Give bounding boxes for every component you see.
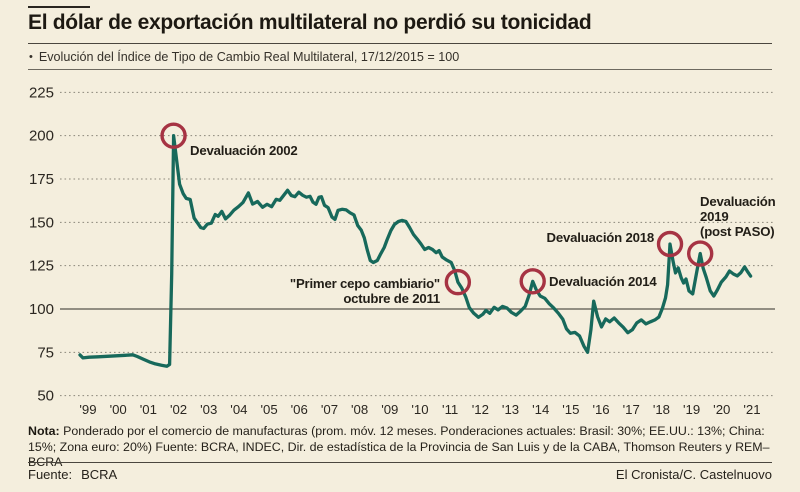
x-axis-tick-label: '15 <box>562 402 579 417</box>
y-axis-tick-label: 50 <box>37 388 54 405</box>
source: Fuente: BCRA <box>28 467 117 482</box>
footnote-label: Nota: <box>28 424 60 438</box>
page-title: El dólar de exportación multilateral no … <box>28 11 592 34</box>
top-accent-rule <box>28 6 90 8</box>
x-axis-tick-label: '07 <box>321 402 338 417</box>
event-marker-ring <box>160 122 187 149</box>
x-axis-tick-label: '09 <box>381 402 398 417</box>
source-label: Fuente: <box>28 467 73 482</box>
event-marker-ring <box>444 268 472 296</box>
x-axis-tick-label: '00 <box>110 402 127 417</box>
y-axis-tick-label: 75 <box>37 344 54 361</box>
title-divider <box>28 43 772 45</box>
itcrm-line <box>78 134 753 368</box>
x-axis-tick-label: '16 <box>592 402 609 417</box>
y-axis-tick-label: 100 <box>29 301 54 318</box>
x-axis-tick-label: '19 <box>683 402 700 417</box>
y-axis-tick-label: 175 <box>29 171 54 188</box>
event-marker-ring <box>519 268 546 295</box>
x-axis-tick-label: '04 <box>230 402 247 417</box>
x-axis-tick-label: '20 <box>713 402 730 417</box>
source-value: BCRA <box>81 467 118 482</box>
footnote-text: Ponderado por el comercio de manufactura… <box>28 424 770 470</box>
chart-subtitle: • Evolución del Índice de Tipo de Cambio … <box>29 50 459 64</box>
x-axis-tick-label: '12 <box>472 402 489 417</box>
x-axis-tick-label: '10 <box>411 402 428 417</box>
event-marker-ring <box>686 240 714 267</box>
y-axis-tick-label: 200 <box>29 128 54 145</box>
annotation-label: Devaluación 2002 <box>190 143 298 158</box>
x-axis-tick-label: '99 <box>79 402 96 417</box>
x-axis-tick-label: '21 <box>743 402 760 417</box>
x-axis-tick-label: '14 <box>532 402 549 417</box>
y-axis-tick-label: 225 <box>29 84 54 101</box>
credit: El Cronista/C. Castelnuovo <box>615 467 772 482</box>
annotation-label: Devaluación 2014 <box>549 274 657 289</box>
annotation-label: "Primer cepo cambiario" octubre de 2011 <box>289 276 440 306</box>
footnote: Nota: Ponderado por el comercio de manuf… <box>28 424 774 471</box>
bullet-icon: • <box>29 51 33 63</box>
event-marker-ring <box>656 230 684 258</box>
x-axis-tick-label: '13 <box>502 402 519 417</box>
subtitle-divider <box>28 69 772 70</box>
x-axis-tick-label: '08 <box>351 402 368 417</box>
annotation-label: Devaluación 2018 <box>546 230 655 245</box>
footer-divider <box>28 462 772 464</box>
y-axis-tick-label: 125 <box>29 258 54 275</box>
x-axis-tick-label: '18 <box>653 402 670 417</box>
footer-row: Fuente: BCRA El Cronista/C. Castelnuovo <box>28 467 772 482</box>
annotation-label: Devaluación 2019 (post PASO) <box>700 194 776 239</box>
chart-subtitle-text: Evolución del Índice de Tipo de Cambio R… <box>38 50 460 64</box>
x-axis-tick-label: '06 <box>291 402 308 417</box>
x-axis-tick-label: '03 <box>200 402 217 417</box>
x-axis-tick-label: '01 <box>140 402 157 417</box>
y-axis-tick-label: 150 <box>29 214 54 231</box>
x-axis-tick-label: '02 <box>170 402 187 417</box>
x-axis-tick-label: '17 <box>623 402 640 417</box>
x-axis-tick-label: '11 <box>442 402 458 417</box>
x-axis-tick-label: '05 <box>260 402 277 417</box>
